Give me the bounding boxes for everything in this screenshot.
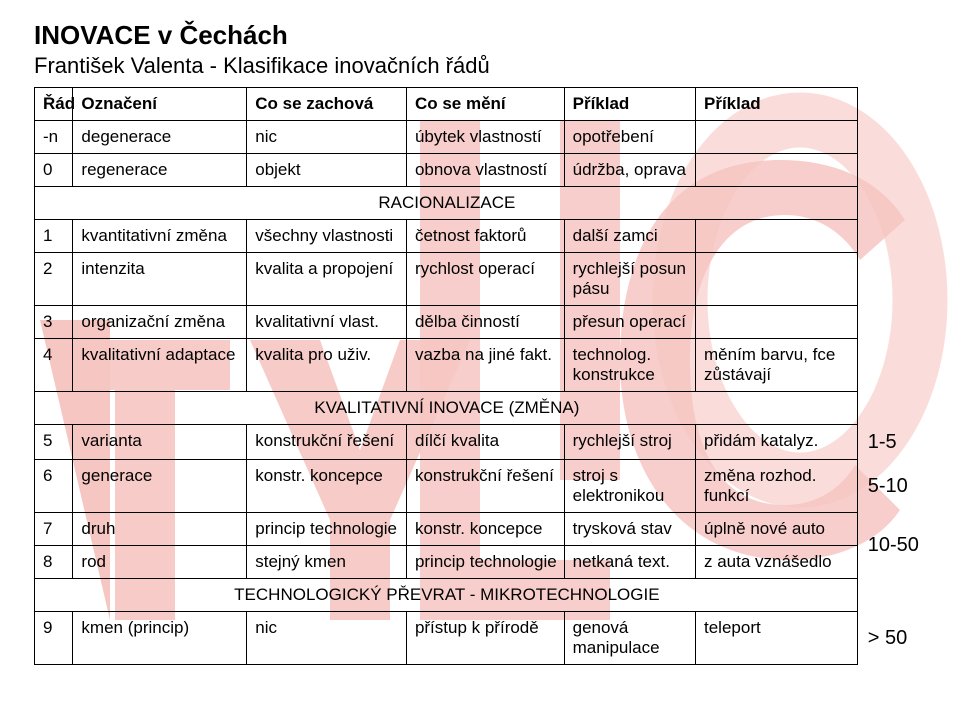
section-label: RACIONALIZACE [35,187,858,220]
cell-name: varianta [73,425,247,460]
table-row: 2 intenzita kvalita a propojení rychlost… [35,253,927,306]
cell-keep: princip technologie [247,513,407,546]
table-row: 1 kvantitativní změna všechny vlastnosti… [35,220,927,253]
cell-name: druh [73,513,247,546]
cell-chg: princip technologie [406,546,564,579]
side-range: 1-5 [857,425,926,460]
table-row: 5 varianta konstrukční řešení dílčí kval… [35,425,927,460]
cell-ord: 1 [35,220,73,253]
cell-ex2 [696,220,858,253]
col-ord: Řád [35,88,73,121]
cell-ex2 [696,154,858,187]
cell-ord: 4 [35,339,73,392]
cell-chg: rychlost operací [406,253,564,306]
cell-ord: -n [35,121,73,154]
section-row: RACIONALIZACE [35,187,927,220]
cell-ex1: přesun operací [564,306,695,339]
section-row: KVALITATIVNÍ INOVACE (ZMĚNA) [35,392,927,425]
side-range: 10-50 [857,513,926,579]
section-row: TECHNOLOGICKÝ PŘEVRAT - MIKROTECHNOLOGIE [35,579,927,612]
col-keep: Co se zachová [247,88,407,121]
cell-ord: 6 [35,460,73,513]
cell-chg: obnova vlastností [406,154,564,187]
table-row: 3 organizační změna kvalitativní vlast. … [35,306,927,339]
table-row: 8 rod stejný kmen princip technologie ne… [35,546,927,579]
cell-ex1: údržba, oprava [564,154,695,187]
table-row: -n degenerace nic úbytek vlastností opot… [35,121,927,154]
cell-chg: úbytek vlastností [406,121,564,154]
cell-keep: objekt [247,154,407,187]
side-range: 5-10 [857,460,926,513]
table-row: 0 regenerace objekt obnova vlastností úd… [35,154,927,187]
table-row: 6 generace konstr. koncepce konstrukční … [35,460,927,513]
col-change: Co se mění [406,88,564,121]
cell-ex2: úplně nové auto [696,513,858,546]
cell-ex2: přidám katalyz. [696,425,858,460]
page-title: INOVACE v Čechách [34,20,926,51]
cell-keep: nic [247,121,407,154]
table-row: 4 kvalitativní adaptace kvalita pro uživ… [35,339,927,392]
cell-name: organizační změna [73,306,247,339]
cell-ex1: rychlejší stroj [564,425,695,460]
table-header-row: Řád Označení Co se zachová Co se mění Př… [35,88,927,121]
col-ex1: Příklad [564,88,695,121]
cell-ex2: z auta vznášedlo [696,546,858,579]
table-row: 7 druh princip technologie konstr. konce… [35,513,927,546]
cell-ex1: opotřebení [564,121,695,154]
cell-chg: četnost faktorů [406,220,564,253]
cell-ex2 [696,253,858,306]
cell-ex1: technolog. konstrukce [564,339,695,392]
cell-ex1: rychlejší posun pásu [564,253,695,306]
cell-ex1: stroj s elektronikou [564,460,695,513]
cell-keep: kvalita pro uživ. [247,339,407,392]
cell-keep: kvalita a propojení [247,253,407,306]
col-ex2: Příklad [696,88,858,121]
cell-chg: dělba činností [406,306,564,339]
side-range: > 50 [857,612,926,665]
cell-keep: stejný kmen [247,546,407,579]
cell-ord: 5 [35,425,73,460]
cell-ex2: teleport [696,612,858,665]
table-row: 9 kmen (princip) nic přístup k přírodě g… [35,612,927,665]
cell-ord: 0 [35,154,73,187]
cell-keep: konstrukční řešení [247,425,407,460]
cell-ex1: trysková stav [564,513,695,546]
cell-name: degenerace [73,121,247,154]
cell-ex2 [696,121,858,154]
cell-ex2 [696,306,858,339]
col-name: Označení [73,88,247,121]
cell-chg: dílčí kvalita [406,425,564,460]
cell-keep: všechny vlastnosti [247,220,407,253]
cell-keep: kvalitativní vlast. [247,306,407,339]
cell-ord: 3 [35,306,73,339]
cell-chg: vazba na jiné fakt. [406,339,564,392]
cell-keep: nic [247,612,407,665]
cell-ord: 7 [35,513,73,546]
cell-name: intenzita [73,253,247,306]
cell-keep: konstr. koncepce [247,460,407,513]
section-label: KVALITATIVNÍ INOVACE (ZMĚNA) [35,392,858,425]
section-label: TECHNOLOGICKÝ PŘEVRAT - MIKROTECHNOLOGIE [35,579,858,612]
cell-ord: 9 [35,612,73,665]
page-subtitle: František Valenta - Klasifikace inovační… [34,53,926,79]
cell-name: generace [73,460,247,513]
cell-chg: přístup k přírodě [406,612,564,665]
cell-name: kvalitativní adaptace [73,339,247,392]
classification-table: Řád Označení Co se zachová Co se mění Př… [34,87,926,665]
cell-name: kmen (princip) [73,612,247,665]
cell-ex2: změna rozhod. funkcí [696,460,858,513]
cell-ord: 2 [35,253,73,306]
cell-ex1: další zamci [564,220,695,253]
cell-chg: konstrukční řešení [406,460,564,513]
cell-name: kvantitativní změna [73,220,247,253]
cell-ord: 8 [35,546,73,579]
cell-name: regenerace [73,154,247,187]
cell-ex1: genová manipulace [564,612,695,665]
cell-ex1: netkaná text. [564,546,695,579]
cell-chg: konstr. koncepce [406,513,564,546]
cell-name: rod [73,546,247,579]
cell-ex2: měním barvu, fce zůstávají [696,339,858,392]
